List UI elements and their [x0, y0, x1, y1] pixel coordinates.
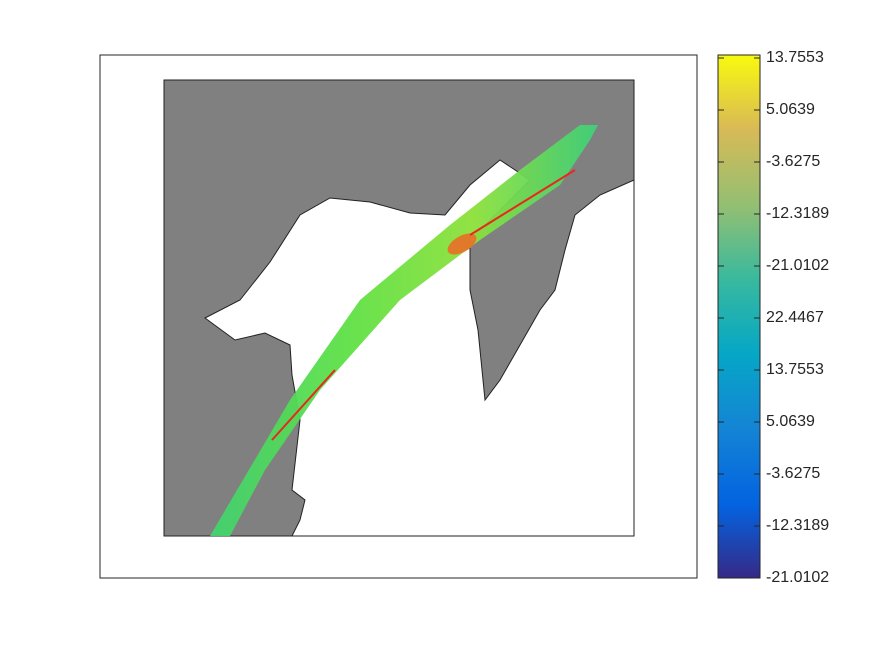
tick-label: -12.3189 — [766, 205, 829, 222]
track — [271, 369, 336, 441]
tick-label: -12.3189 — [766, 517, 829, 534]
tick-label: 13.7553 — [766, 49, 824, 66]
tick-label: -21.0102 — [766, 257, 829, 274]
tick-label: -3.6275 — [766, 465, 820, 482]
track — [469, 169, 576, 236]
sea — [204, 159, 635, 537]
hotspot — [447, 233, 477, 255]
tick-label: 5.0639 — [766, 101, 815, 118]
tick-label: 5.0639 — [766, 413, 815, 430]
tick-label: 13.7553 — [766, 361, 824, 378]
tick-label: 22.4467 — [766, 309, 824, 326]
tick-label: -21.0102 — [766, 569, 829, 586]
tick-label: -3.6275 — [766, 153, 820, 170]
swath — [180, 125, 598, 536]
colorbar-ticks: 13.7553 5.0639 -3.6275 -12.3189 -21.0102 22.4… — [718, 49, 829, 586]
colorbar — [717, 54, 761, 579]
